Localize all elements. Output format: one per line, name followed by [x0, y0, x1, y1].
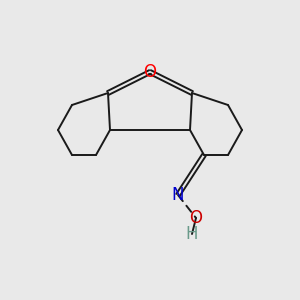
- Text: N: N: [172, 186, 184, 204]
- Text: O: O: [190, 209, 202, 227]
- Text: H: H: [186, 225, 198, 243]
- Text: O: O: [143, 63, 157, 81]
